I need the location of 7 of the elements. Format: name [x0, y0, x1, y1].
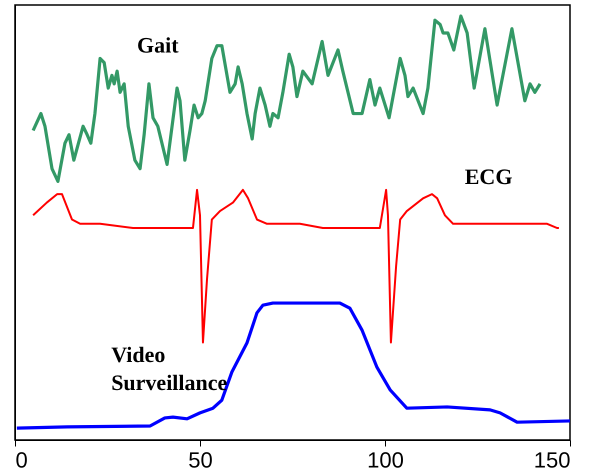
series-label: Video Surveillance	[111, 342, 228, 396]
x-tick-label: 150	[534, 448, 570, 472]
x-tick-label: 50	[188, 448, 213, 472]
x-tick-label: 100	[367, 448, 404, 472]
series-label: ECG	[464, 164, 512, 190]
x-tick-label: 0	[16, 448, 28, 472]
series-label: Gait	[137, 32, 180, 58]
